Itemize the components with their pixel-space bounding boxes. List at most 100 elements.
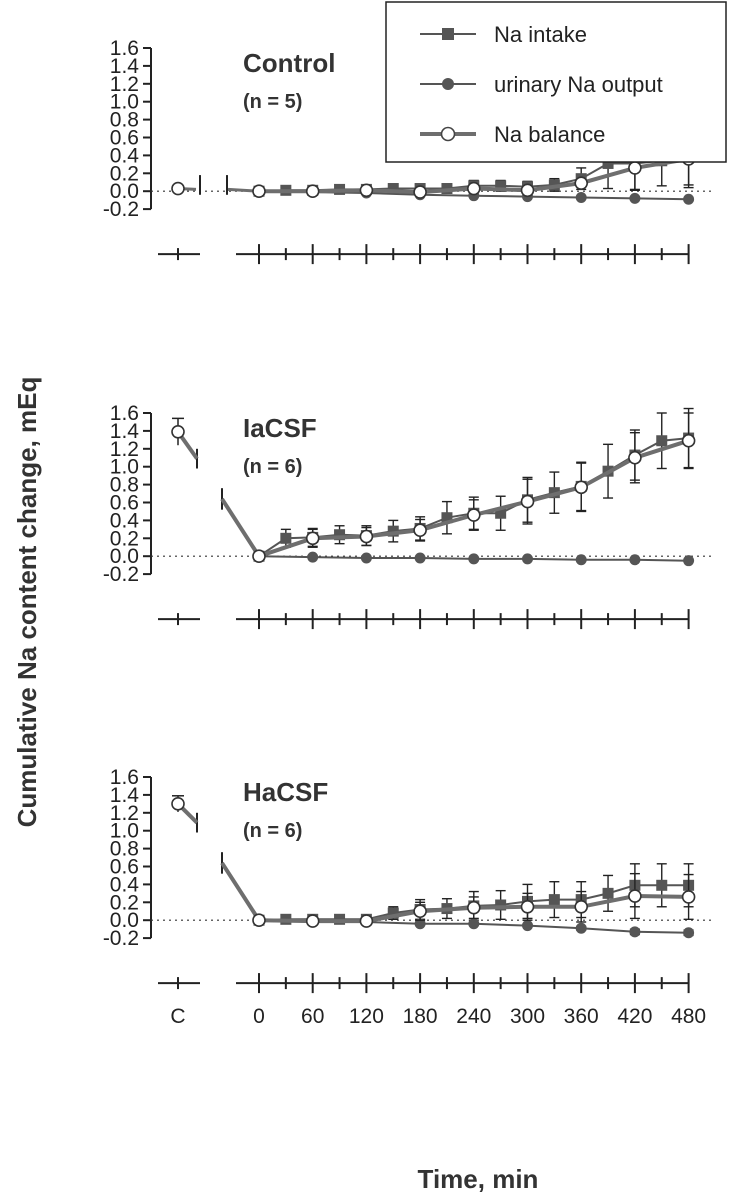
data-point-circle [683,555,695,567]
data-point-circle [468,918,480,930]
x-tick-label: 120 [349,1005,384,1028]
y-tick-label: 0.4 [110,144,140,167]
y-tick-label: 0.6 [110,127,139,150]
legend: Na intake urinary Na output Na balance [385,1,727,163]
x-axis-title: Time, min [418,1164,539,1194]
data-point-square [495,180,507,192]
data-point-open-circle [466,181,481,196]
data-point-open-circle [520,183,535,198]
series-urinary-na-output [253,550,695,567]
y-tick-label: -0.2 [103,927,139,950]
y-tick-label: 0.2 [110,891,139,914]
y-tick-label: 1.0 [110,91,139,114]
data-point-open-circle [574,176,589,190]
recovery-balance-line [220,497,261,558]
data-point-circle [360,552,372,564]
panel-iacsf: 1.61.41.21.00.80.60.40.20.0-0.2 IaCSF (n =… [103,402,712,630]
data-point-open-circle [413,185,427,199]
x-tick-label: 360 [564,1005,599,1028]
data-point-circle [414,552,426,564]
data-point-circle [468,553,480,565]
control-balance-marker [171,424,185,439]
y-tick-label: -0.2 [103,198,139,221]
legend-item-urinary-output: urinary Na output [420,72,663,97]
data-point-open-circle [305,531,320,546]
y-tick-label: 1.6 [110,37,139,60]
data-point-open-circle [252,184,266,198]
data-point-square [548,894,560,906]
y-tick-label: 0.8 [110,838,139,861]
y-tick-label: 0.0 [110,180,139,203]
data-point-open-circle [252,549,266,564]
data-point-square [602,887,614,899]
data-point-open-circle [305,914,320,928]
data-point-open-circle [628,889,642,903]
data-point-circle [629,926,641,938]
panel-title: Control [243,48,335,78]
data-point-square [495,899,507,911]
panels: 1.61.41.21.00.80.60.40.20.0-0.2Control(n… [103,37,712,1028]
series-na-balance [252,872,696,928]
panel-title: IaCSF [243,413,317,443]
x-tick-label: 420 [617,1005,652,1028]
data-point-square [495,507,507,519]
panel-n-label: (n = 6) [243,820,302,842]
data-point-square [656,435,668,447]
y-tick-label: 1.6 [110,402,139,425]
panel-control: 1.61.41.21.00.80.60.40.20.0-0.2 Control (n… [103,37,712,265]
legend-label: Na intake [494,22,587,47]
data-point-open-circle [628,450,642,465]
data-point-circle [575,191,587,203]
legend-item-na-balance: Na balance [420,122,605,147]
y-tick-label: 1.4 [110,55,140,78]
data-point-square [280,532,292,544]
x-tick-label: 180 [403,1005,438,1028]
x-tick-label: 60 [301,1005,324,1028]
data-point-circle [629,192,641,204]
y-tick-label: 1.4 [110,784,140,807]
legend-circle-marker [442,78,454,90]
y-tick-label: 0.8 [110,474,139,497]
data-point-circle [307,551,319,563]
data-point-open-circle [520,494,535,509]
legend-open-circle-marker [440,126,456,142]
panel-title: HaCSF [243,777,328,807]
data-point-open-circle [413,523,427,538]
data-point-open-circle [574,899,589,914]
data-point-open-circle [520,899,535,914]
x-tick-label: 240 [456,1005,491,1028]
y-tick-label: 0.0 [110,909,139,932]
data-point-open-circle [359,529,374,544]
data-point-open-circle [574,480,589,495]
data-point-square [334,529,346,541]
x-tick-label: 300 [510,1005,545,1028]
x-tick-label: C [170,1005,185,1028]
legend-item-na-intake: Na intake [420,22,587,47]
y-tick-label: 0.8 [110,109,139,132]
y-tick-label: 1.6 [110,766,139,789]
data-point-square [387,525,399,537]
y-axis-title: Cumulative Na content change, mEq [12,377,42,828]
y-tick-label: 0.2 [110,527,139,550]
panel-hacsf: 1.61.41.21.00.80.60.40.20.0-0.2 C 0 60 120 18… [103,766,712,1028]
control-balance-marker [171,797,185,811]
data-point-circle [629,554,641,566]
y-tick-label: 1.4 [110,420,140,443]
data-point-open-circle [359,914,374,928]
y-tick-label: 1.2 [110,802,139,825]
data-point-square [387,183,399,195]
data-point-open-circle [466,900,481,915]
data-point-circle [683,927,695,939]
data-point-circle [522,920,533,932]
y-tick-label: 0.6 [110,856,139,879]
data-point-circle [575,554,587,566]
data-point-square [441,512,453,524]
data-point-open-circle [252,913,266,928]
x-tick-label: 480 [671,1005,706,1028]
panel-n-label: (n = 6) [243,456,302,478]
series-na-balance [252,412,696,564]
y-tick-label: 1.2 [110,438,139,461]
y-tick-label: 0.2 [110,162,139,185]
data-point-square [656,879,668,891]
